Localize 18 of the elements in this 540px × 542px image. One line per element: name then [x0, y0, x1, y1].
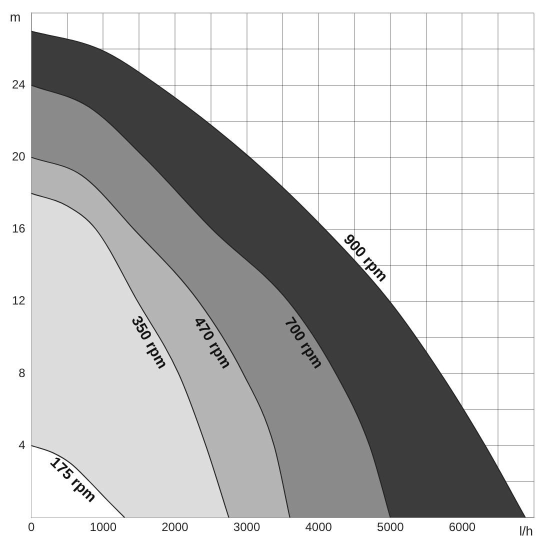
series-label: 175 rpm — [46, 454, 100, 506]
y-tick-label: 12 — [12, 294, 26, 308]
x-tick-label: 6000 — [448, 520, 476, 534]
x-tick-label: 4000 — [305, 520, 332, 534]
x-tick-label: 1000 — [90, 520, 117, 534]
x-tick-label: 2000 — [162, 520, 189, 534]
y-axis-title: m — [10, 9, 21, 24]
y-tick-label: 24 — [12, 78, 26, 92]
y-tick-label: 20 — [12, 150, 26, 164]
x-axis-title: l/h — [519, 524, 533, 539]
y-tick-label: 16 — [12, 222, 26, 236]
y-tick-label: 8 — [18, 366, 26, 380]
series-label: 350 rpm — [128, 313, 171, 372]
x-tick-label: 0 — [28, 520, 36, 534]
y-tick-label: 4 — [18, 438, 26, 452]
text: 900 rpm — [340, 231, 391, 286]
x-tick-label: 3000 — [233, 520, 260, 534]
x-tick-label: 5000 — [377, 520, 404, 534]
